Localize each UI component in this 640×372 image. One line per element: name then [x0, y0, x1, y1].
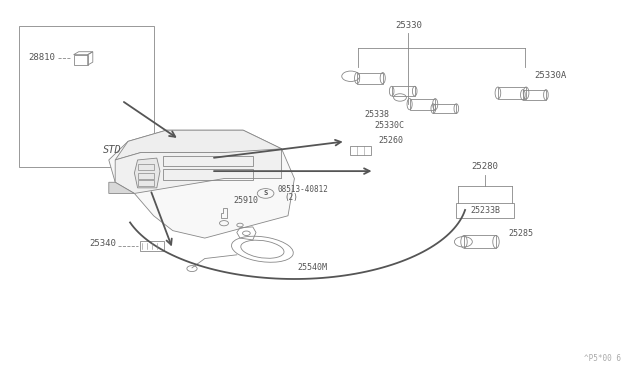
Text: 25910: 25910 [234, 196, 259, 205]
Polygon shape [134, 158, 160, 188]
Polygon shape [115, 130, 282, 167]
Text: 25330: 25330 [395, 21, 422, 30]
Text: 25233B: 25233B [470, 206, 500, 215]
Text: 25340: 25340 [90, 238, 116, 247]
Text: 25280: 25280 [472, 162, 499, 171]
Text: 25330A: 25330A [534, 71, 566, 80]
Text: 08513-40812: 08513-40812 [277, 185, 328, 194]
Text: 28810: 28810 [29, 53, 56, 62]
Text: ^P5*00 6: ^P5*00 6 [584, 354, 621, 363]
Text: 25285: 25285 [509, 229, 534, 238]
Text: 25260: 25260 [379, 136, 404, 145]
Polygon shape [109, 130, 294, 238]
Text: 25330C: 25330C [374, 121, 404, 130]
Text: (2): (2) [285, 193, 299, 202]
Text: 25338: 25338 [365, 110, 390, 119]
Text: S: S [264, 190, 268, 196]
Text: STD: STD [102, 145, 122, 155]
Text: 25540M: 25540M [298, 263, 328, 272]
Polygon shape [109, 182, 134, 193]
Polygon shape [115, 149, 282, 193]
